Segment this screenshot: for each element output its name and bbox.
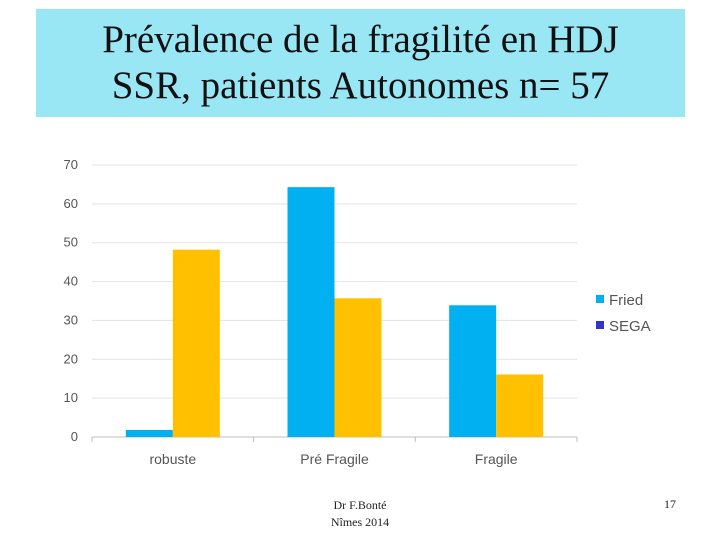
- x-tick-label: Pré Fragile: [300, 451, 369, 467]
- chart-area: 0 10 20 30 40 50 60 70 robuste Pré Fragile Fragile…: [36, 140, 685, 478]
- footer-author-name: Dr F.Bonté: [333, 498, 387, 512]
- y-tick-label: 20: [64, 351, 78, 366]
- slide-title-banner: Prévalence de la fragilité en HDJ SSR, p…: [36, 9, 685, 117]
- bar-fried-2: [449, 305, 497, 437]
- legend-swatch-sega: [596, 321, 604, 329]
- bar-fried-0: [125, 430, 173, 437]
- bar-sega-2: [496, 374, 544, 437]
- y-tick-label: 40: [64, 274, 78, 289]
- x-tick-label: robuste: [149, 451, 196, 467]
- x-tick-label: Fragile: [475, 451, 518, 467]
- footer-author: Dr F.Bonté Nîmes 2014: [300, 497, 420, 531]
- bar-sega-1: [334, 298, 382, 437]
- bar-chart: 0 10 20 30 40 50 60 70 robuste Pré Fragile Fragile…: [64, 157, 651, 467]
- footer-author-location: Nîmes 2014: [330, 515, 390, 529]
- y-tick-label: 10: [64, 390, 78, 405]
- slide-number: 17: [664, 497, 676, 511]
- slide-title-line-1: Prévalence de la fragilité en HDJ: [102, 18, 619, 61]
- legend-label-sega: SEGA: [609, 318, 651, 335]
- y-tick-label: 70: [64, 157, 78, 172]
- slide-title-line-2: SSR, patients Autonomes n= 57: [111, 64, 610, 107]
- y-tick-label: 60: [64, 196, 78, 211]
- bar-sega-0: [172, 249, 220, 437]
- y-tick-label: 30: [64, 312, 78, 327]
- bar-fried-1: [287, 187, 335, 437]
- legend-swatch-fried: [596, 295, 604, 303]
- y-tick-label: 0: [71, 429, 78, 444]
- legend-label-fried: Fried: [609, 292, 643, 309]
- y-tick-label: 50: [64, 235, 78, 250]
